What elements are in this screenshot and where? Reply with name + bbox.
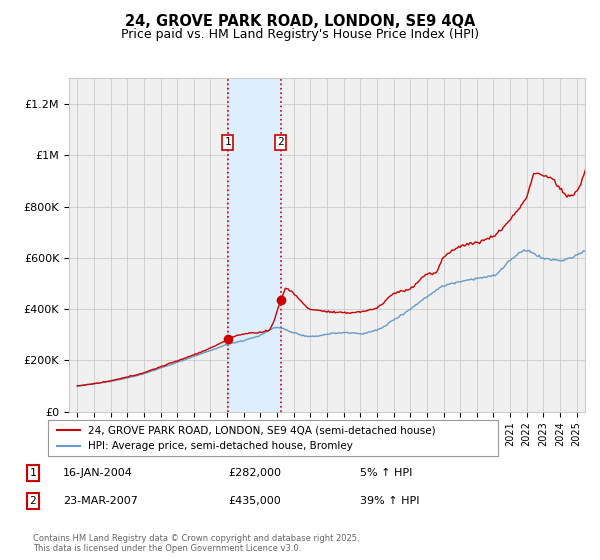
Bar	[228, 78, 281, 412]
Text: Price paid vs. HM Land Registry's House Price Index (HPI): Price paid vs. HM Land Registry's House …	[121, 28, 479, 41]
Text: 24, GROVE PARK ROAD, LONDON, SE9 4QA: 24, GROVE PARK ROAD, LONDON, SE9 4QA	[125, 14, 475, 29]
Text: 2: 2	[278, 137, 284, 147]
Text: HPI: Average price, semi-detached house, Bromley: HPI: Average price, semi-detached house,…	[89, 441, 353, 451]
Text: 1: 1	[224, 137, 231, 147]
Text: £435,000: £435,000	[228, 496, 281, 506]
Text: Contains HM Land Registry data © Crown copyright and database right 2025.
This d: Contains HM Land Registry data © Crown c…	[33, 534, 359, 553]
Text: 2: 2	[29, 496, 37, 506]
Text: 24, GROVE PARK ROAD, LONDON, SE9 4QA (semi-detached house): 24, GROVE PARK ROAD, LONDON, SE9 4QA (se…	[89, 425, 436, 435]
Text: 1: 1	[29, 468, 37, 478]
Text: 16-JAN-2004: 16-JAN-2004	[63, 468, 133, 478]
Text: 5% ↑ HPI: 5% ↑ HPI	[360, 468, 412, 478]
Text: £282,000: £282,000	[228, 468, 281, 478]
Text: 39% ↑ HPI: 39% ↑ HPI	[360, 496, 419, 506]
Text: 23-MAR-2007: 23-MAR-2007	[63, 496, 138, 506]
